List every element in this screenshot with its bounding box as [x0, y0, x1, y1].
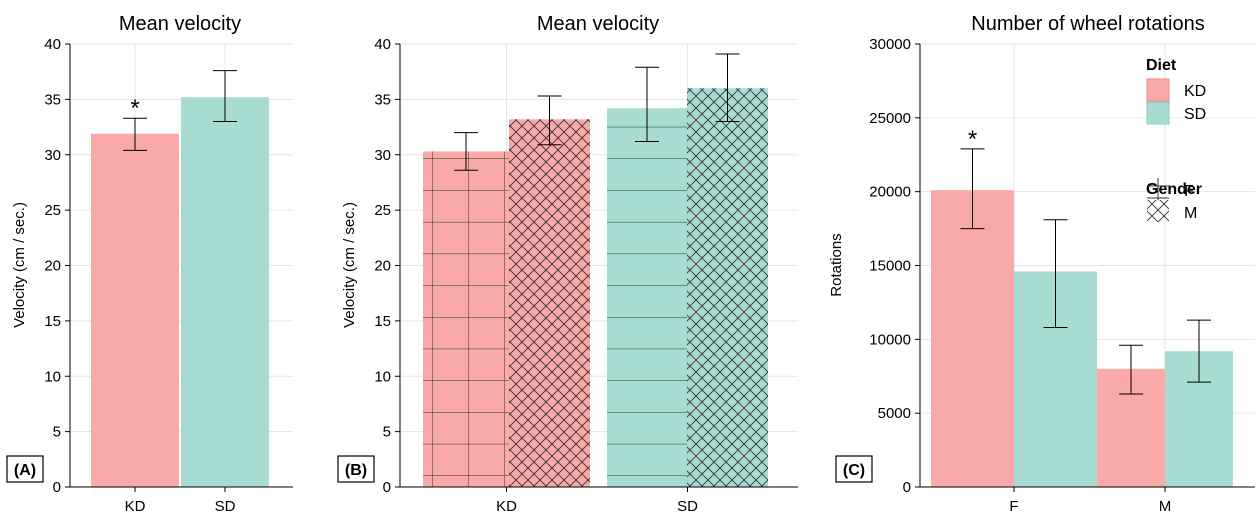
panel-a-ytick-label: 35 — [44, 91, 61, 108]
panel-a-ylabel: Velocity (cm / sec.) — [11, 202, 28, 328]
panel-c-title: Number of wheel rotations — [971, 13, 1204, 35]
panel-b-ylabel: Velocity (cm / sec.) — [341, 202, 358, 328]
legend-title-diet: Diet — [1146, 57, 1177, 74]
panel-a: Mean velocity Velocity (cm / sec.) * 0 5 1… — [6, 13, 293, 515]
legend-swatch-kd — [1146, 78, 1170, 102]
panel-c: Number of wheel rotations Rotations * 0 5… — [828, 13, 1255, 515]
panel-b-bar-kd-m-pattern — [509, 119, 590, 487]
legend-label-m: M — [1184, 205, 1197, 222]
legend: Diet KD SD Gender F M — [1146, 57, 1206, 222]
panel-c-significance-star: * — [968, 126, 977, 153]
panel-c-label-box: (C) — [835, 455, 873, 483]
panel-c-ytick-label: 5000 — [878, 405, 911, 422]
panel-b-ytick-label: 20 — [374, 258, 391, 275]
panel-b-ytick-label: 0 — [383, 479, 391, 496]
legend-swatch-f — [1147, 178, 1169, 200]
panel-b-ytick-label: 5 — [383, 424, 391, 441]
panel-c-ytick-label: 10000 — [869, 331, 911, 348]
panel-a-label: (A) — [14, 462, 36, 479]
panel-a-errorbar-kd — [123, 117, 147, 151]
panel-a-ytick-label: 20 — [44, 258, 61, 275]
panel-c-errorbar-m-sd — [1187, 319, 1211, 383]
panel-a-ytick-label: 5 — [53, 424, 61, 441]
panel-a-ytick-label: 10 — [44, 368, 61, 385]
panel-b-label-box: (B) — [337, 455, 375, 483]
panel-c-errorbar-f-kd — [960, 148, 985, 230]
panel-c-bar-f-kd — [931, 190, 1014, 487]
panel-c-ytick-label: 25000 — [869, 110, 911, 127]
legend-label-sd: SD — [1184, 106, 1206, 123]
panel-b-label: (B) — [345, 462, 367, 479]
panel-b-ytick-label: 15 — [374, 313, 391, 330]
panel-c-ytick-label: 0 — [903, 479, 911, 496]
panel-c-ytick-label: 15000 — [869, 258, 911, 275]
panel-a-errorbar-sd — [213, 70, 237, 123]
legend-label-f: F — [1184, 183, 1194, 200]
panel-b-bar-sd-m-pattern — [687, 88, 768, 488]
panel-a-ytick-label: 30 — [44, 147, 61, 164]
panel-b-errorbar-sd-f — [635, 66, 659, 142]
panel-a-ytick-label: 40 — [44, 36, 61, 53]
panel-b-ytick-label: 35 — [374, 91, 391, 108]
panel-c-xtick-label: M — [1159, 498, 1172, 515]
panel-a-bar-sd — [181, 97, 269, 487]
panel-b-bar-sd-f-pattern — [607, 108, 687, 488]
legend-swatch-m — [1147, 200, 1169, 222]
panel-a-ytick-label: 15 — [44, 313, 61, 330]
panel-a-bar-kd — [91, 133, 179, 487]
panel-b-ytick-label: 25 — [374, 202, 391, 219]
panel-c-errorbar-m-kd — [1119, 344, 1143, 395]
panel-a-significance-star: * — [130, 95, 139, 122]
panel-c-ytick-label: 20000 — [869, 184, 911, 201]
panel-b-title: Mean velocity — [537, 13, 659, 35]
panel-b-errorbar-kd-f — [454, 132, 478, 171]
panel-a-ytick-label: 25 — [44, 202, 61, 219]
panel-a-ytick-label: 0 — [53, 479, 61, 496]
panel-b-bar-kd-f-pattern — [423, 151, 509, 488]
panel-c-ytick-label: 30000 — [869, 36, 911, 53]
panel-c-ylabel: Rotations — [828, 233, 845, 296]
panel-b-xtick-label: SD — [677, 498, 698, 515]
legend-label-kd: KD — [1184, 83, 1206, 100]
panel-a-xtick-label: SD — [215, 498, 236, 515]
panel-a-xtick-label: KD — [125, 498, 146, 515]
panel-c-label: (C) — [843, 462, 865, 479]
panel-b-ytick-label: 40 — [374, 36, 391, 53]
panel-b-xtick-label: KD — [496, 498, 517, 515]
panel-b-ytick-label: 10 — [374, 368, 391, 385]
panel-b-errorbar-sd-m — [715, 53, 740, 123]
panel-c-errorbar-f-sd — [1043, 219, 1068, 329]
panel-b-errorbar-kd-m — [537, 95, 562, 146]
panel-b: Mean velocity Velocity (cm / sec.) 0 5 10 1… — [337, 13, 798, 515]
legend-swatch-sd — [1146, 101, 1170, 125]
panel-a-title: Mean velocity — [119, 13, 241, 35]
panel-b-ytick-label: 30 — [374, 147, 391, 164]
panel-a-label-box: (A) — [6, 455, 44, 483]
panel-c-xtick-label: F — [1009, 498, 1018, 515]
